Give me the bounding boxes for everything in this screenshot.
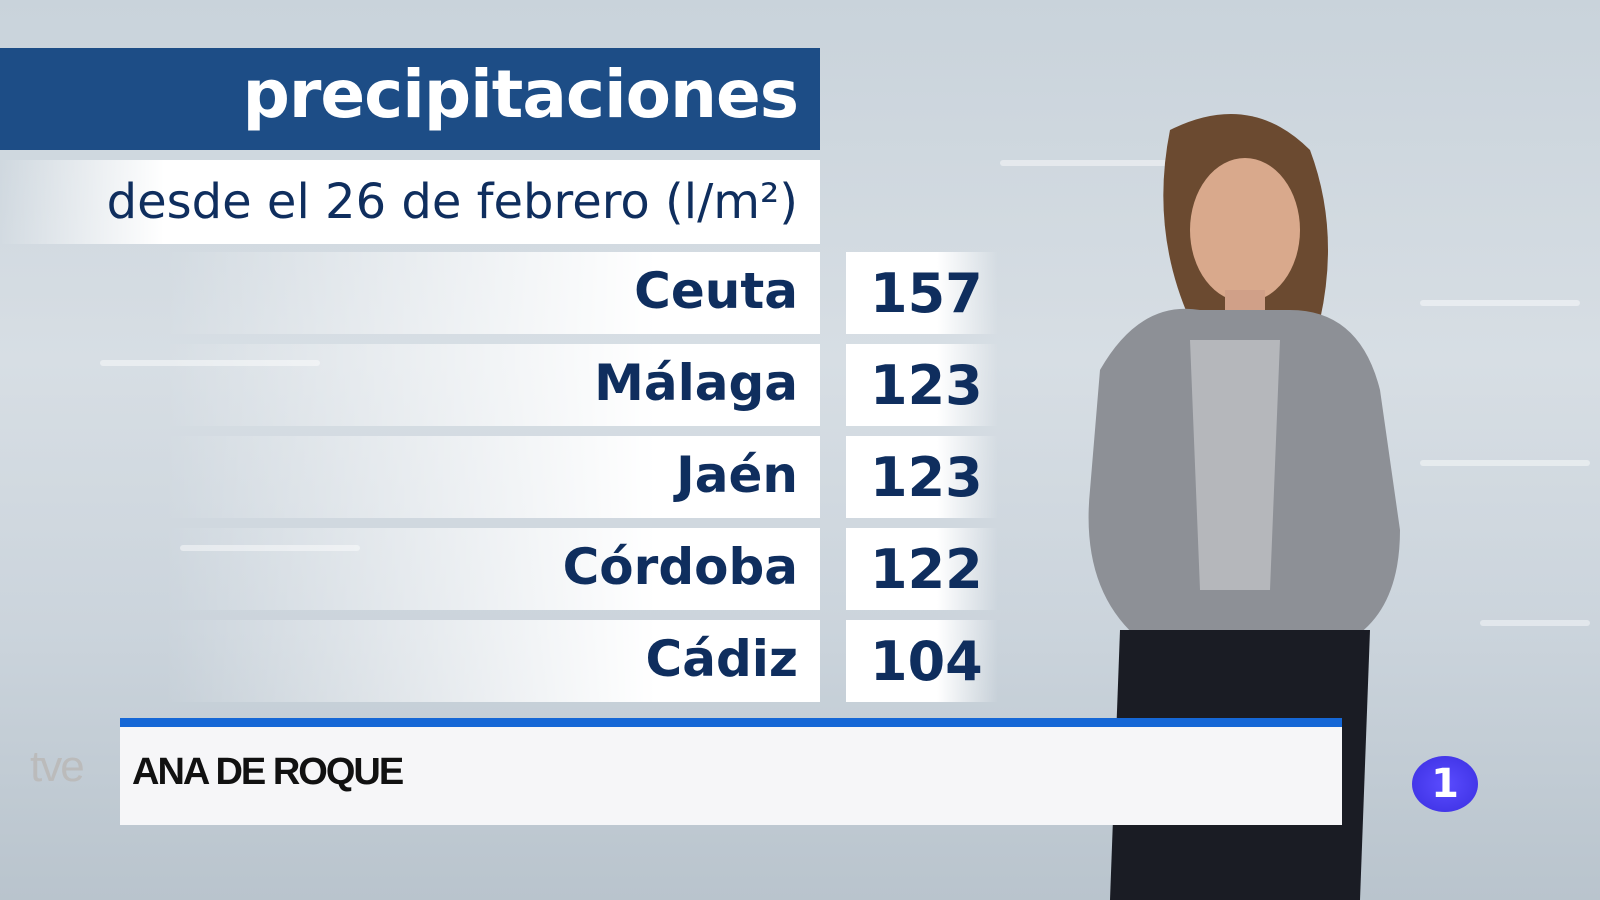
city-name: Córdoba xyxy=(562,538,798,596)
city-name: Ceuta xyxy=(634,262,798,320)
table-row: Jaén 123 xyxy=(0,436,1000,518)
table-row: Ceuta 157 xyxy=(0,252,1000,334)
rain-streak xyxy=(1480,620,1590,626)
city-name: Málaga xyxy=(594,354,798,412)
table-row: Cádiz 104 xyxy=(0,620,1000,702)
graphic-subtitle: desde el 26 de febrero (l/m²) xyxy=(106,174,798,230)
title-bar: precipitaciones xyxy=(0,48,820,150)
channel-logo: 1 xyxy=(1412,756,1478,812)
presenter-name: ANA DE ROQUE xyxy=(132,751,404,793)
precip-value: 122 xyxy=(870,538,983,601)
rain-streak xyxy=(1420,300,1580,306)
tve-logo: tve xyxy=(30,742,85,791)
graphic-title: precipitaciones xyxy=(242,56,799,133)
city-name: Jaén xyxy=(676,446,798,504)
table-row: Córdoba 122 xyxy=(0,528,1000,610)
rain-streak xyxy=(1420,460,1590,466)
presenter-figure xyxy=(1088,114,1400,900)
precip-value: 157 xyxy=(870,262,983,325)
subtitle-box: desde el 26 de febrero (l/m²) xyxy=(0,160,820,244)
rain-streak xyxy=(1000,160,1260,166)
precip-value: 123 xyxy=(870,354,983,417)
precip-value: 104 xyxy=(870,630,983,693)
city-name: Cádiz xyxy=(645,630,798,688)
lower-third: ANA DE ROQUE xyxy=(120,718,1342,825)
precip-value: 123 xyxy=(870,446,983,509)
table-row: Málaga 123 xyxy=(0,344,1000,426)
